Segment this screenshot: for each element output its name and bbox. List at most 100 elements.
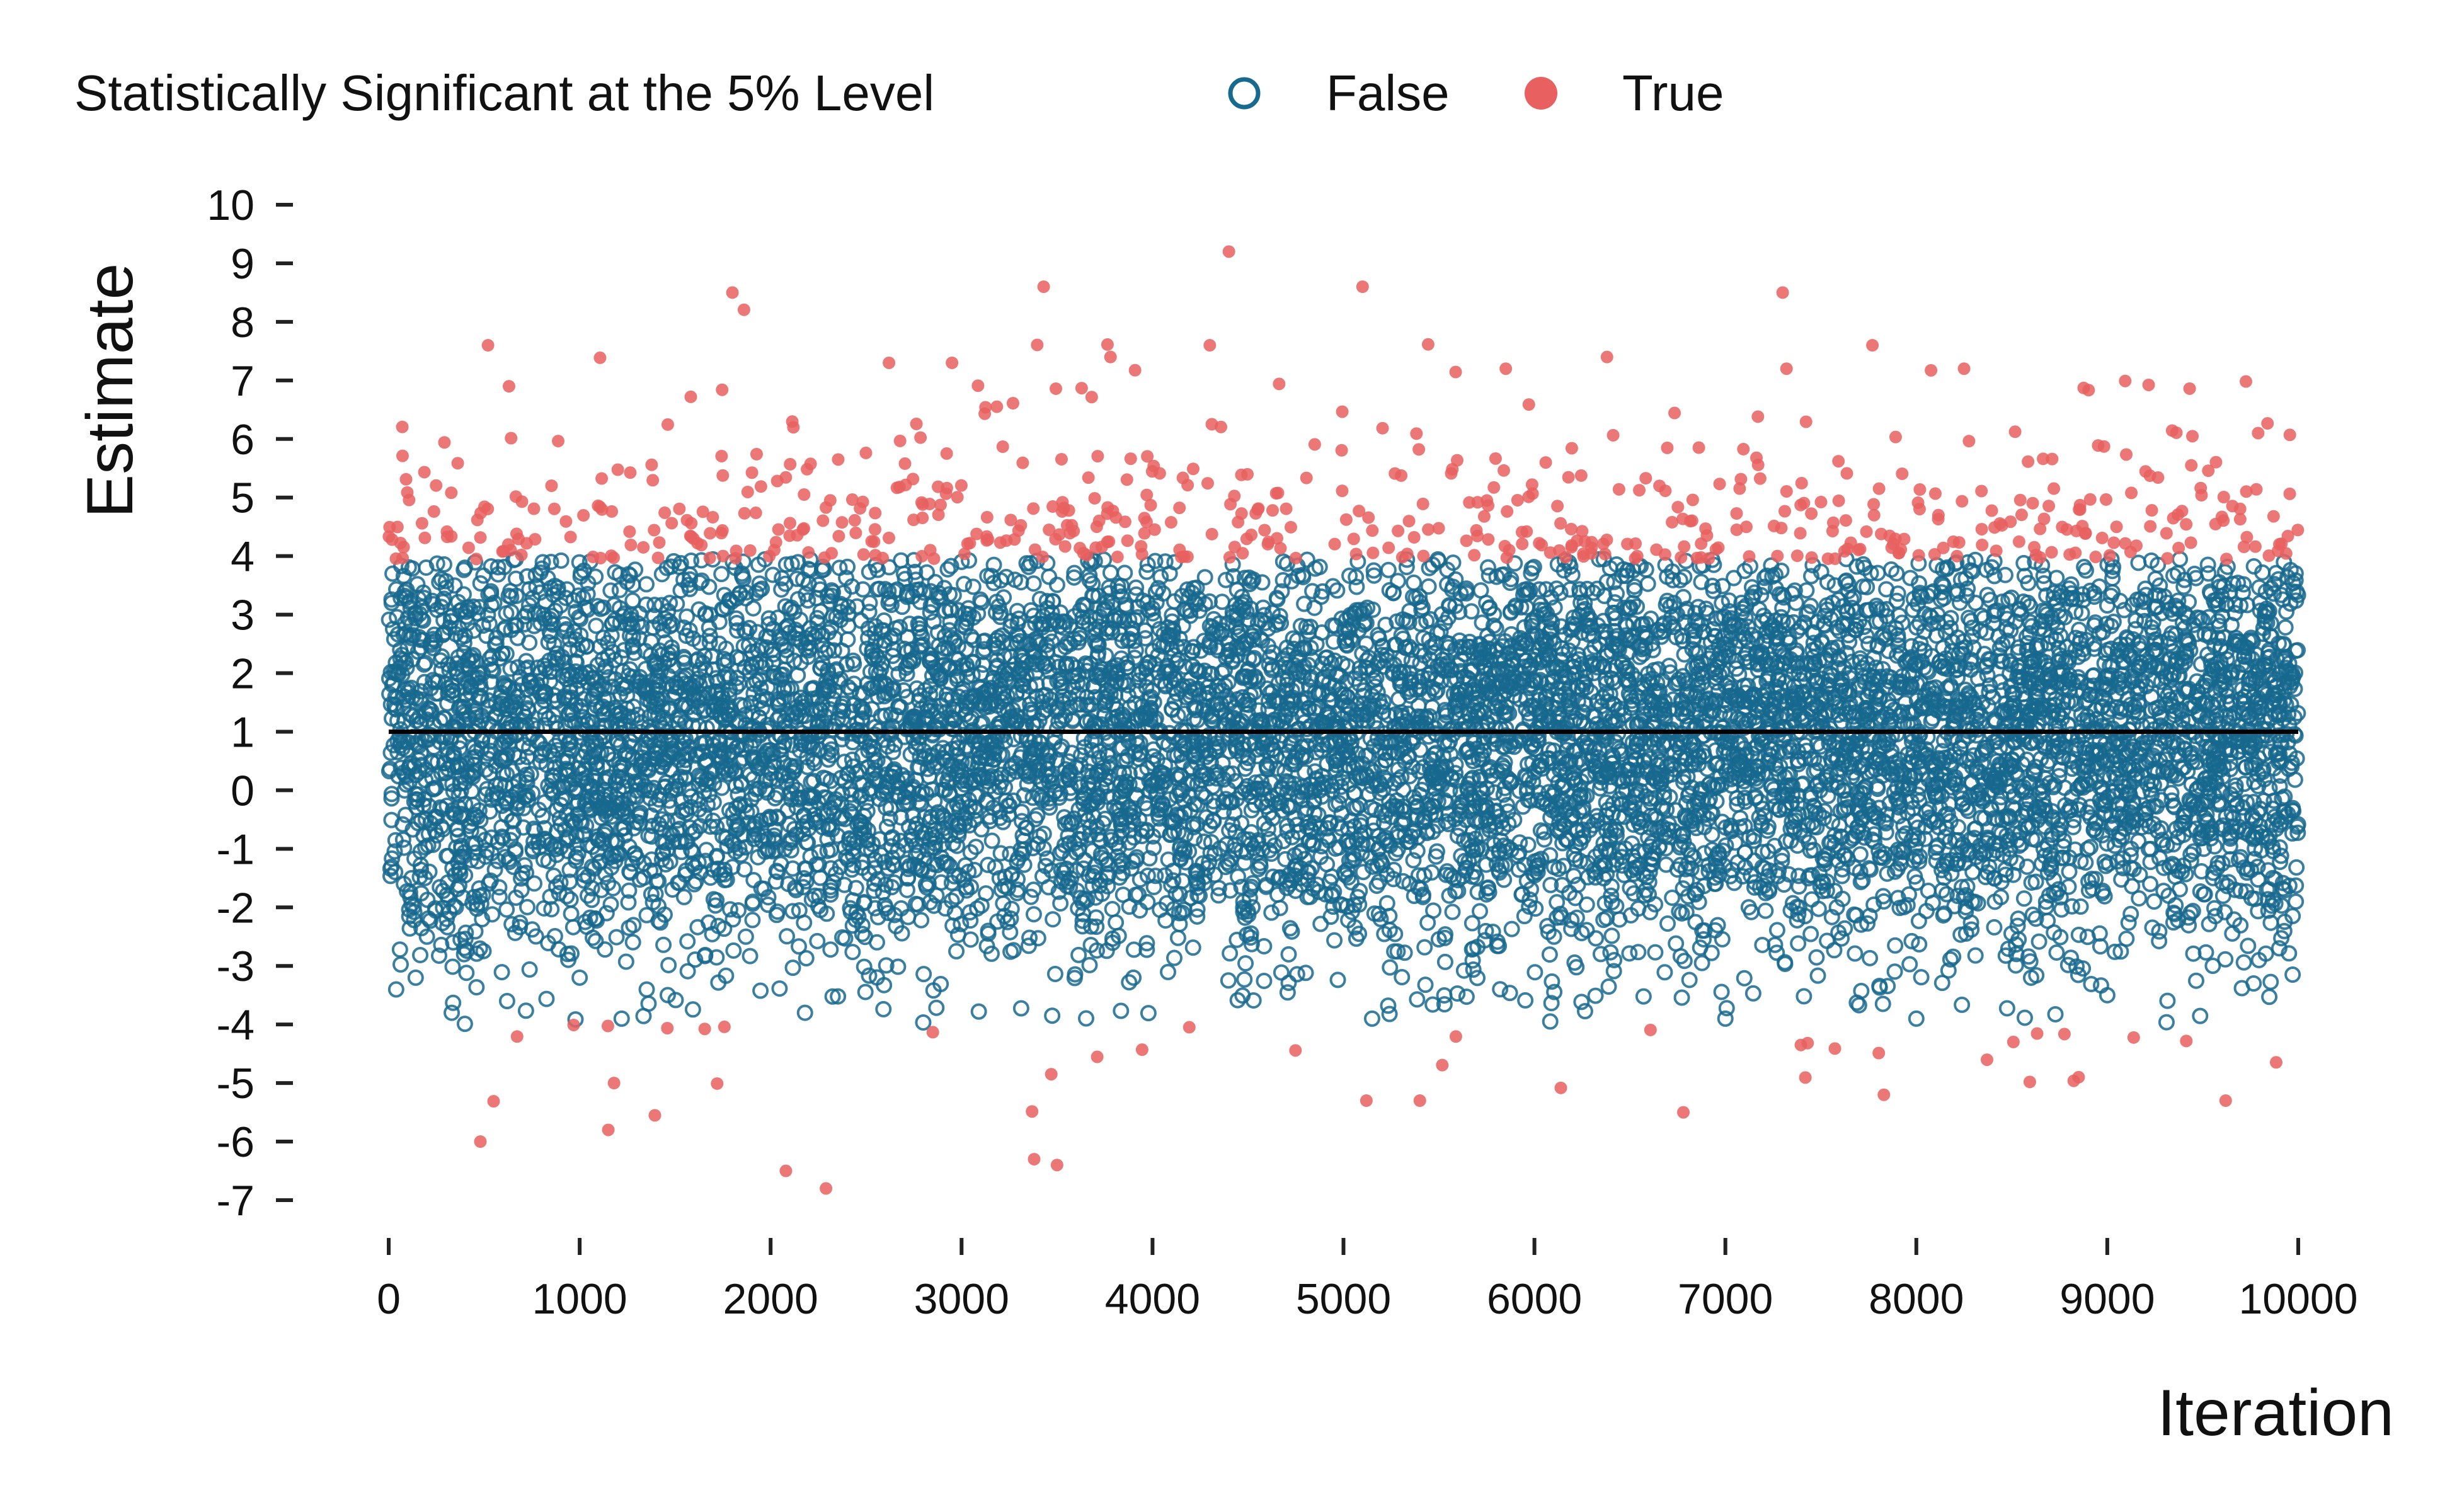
y-tick-label: -3 (217, 942, 255, 990)
data-point-false (381, 611, 398, 628)
data-point-false (2061, 863, 2078, 880)
data-point-false (1945, 948, 1962, 965)
data-point-false (919, 564, 936, 581)
data-point-false (2116, 602, 2133, 619)
data-point-false (1606, 951, 1623, 968)
data-point-false (2224, 925, 2241, 942)
data-point-false (1479, 559, 1496, 576)
data-point-false (789, 667, 806, 684)
legend-true-marker (1525, 77, 1557, 110)
data-point-false (1998, 1000, 2015, 1017)
data-point-false (1048, 576, 1065, 593)
data-point-false (2028, 967, 2045, 984)
data-point-false (1544, 973, 1561, 990)
data-point-false (1828, 899, 1845, 916)
data-point-false (517, 1002, 534, 1019)
data-point-false (1169, 929, 1186, 946)
data-point-false (660, 956, 677, 973)
data-point-false (640, 995, 657, 1012)
y-tick-label: -7 (217, 1177, 255, 1225)
data-point-false (444, 958, 461, 975)
data-point-false (1341, 567, 1358, 584)
data-point-false (2264, 816, 2281, 833)
data-point-false (1542, 1013, 1559, 1030)
data-point-false (2175, 578, 2192, 595)
data-point-false (502, 660, 519, 677)
data-point-false (1452, 721, 1469, 738)
y-tick-label: -6 (217, 1118, 255, 1166)
data-point-false (1297, 965, 1314, 982)
data-point-false (1647, 944, 1664, 961)
data-point-false (1230, 868, 1247, 885)
data-point-false (407, 969, 424, 986)
data-point-false (1526, 964, 1544, 981)
data-point-false (1113, 1002, 1130, 1019)
data-point-false (962, 844, 979, 861)
data-point-false (1140, 1005, 1157, 1022)
data-point-false (2217, 951, 2234, 968)
data-point-false (1859, 915, 1876, 932)
data-point-false (2277, 619, 2294, 636)
data-point-false (588, 617, 605, 634)
data-point-false (491, 888, 508, 905)
data-point-false (713, 566, 730, 583)
y-tick-label: 1 (231, 708, 255, 756)
data-point-false (2083, 975, 2100, 992)
data-point-false (784, 959, 801, 976)
data-point-false (498, 901, 515, 918)
data-point-false (1664, 889, 1681, 906)
data-point-false (1222, 945, 1239, 962)
data-point-false (392, 956, 410, 973)
data-point-false (1463, 603, 1480, 620)
x-tick-label: 0 (377, 1275, 401, 1323)
data-point-false (1332, 778, 1349, 795)
data-point-false (1160, 963, 1177, 980)
data-point-false (809, 932, 826, 949)
data-point-false (1517, 992, 1534, 1009)
data-point-false (1484, 924, 1501, 941)
data-point-false (1280, 946, 1297, 963)
data-point-false (744, 912, 761, 929)
legend-false-marker (1228, 77, 1261, 110)
data-point-false (771, 980, 788, 997)
data-point-false (2204, 958, 2221, 975)
data-point-false (962, 931, 979, 948)
y-tick-label: -1 (217, 825, 255, 873)
data-point-false (563, 905, 580, 922)
data-point-false (1147, 553, 1164, 570)
data-point-false (915, 966, 932, 983)
data-point-false (1465, 961, 1482, 978)
data-point-false (2199, 556, 2216, 573)
data-point-false (1455, 962, 1472, 979)
data-point-false (965, 578, 982, 595)
data-point-false (1229, 992, 1246, 1009)
data-point-false (1847, 945, 1864, 962)
y-tick-label: 0 (231, 767, 255, 815)
data-point-false (2193, 863, 2210, 880)
data-point-false (2192, 1007, 2209, 1024)
series-false-points (381, 551, 2306, 1033)
data-point-false (752, 982, 769, 999)
data-point-false (2130, 554, 2147, 571)
y-tick-label: 6 (231, 416, 255, 464)
x-tick-label: 1000 (532, 1275, 627, 1323)
data-point-false (1394, 969, 1411, 986)
data-point-false (861, 967, 878, 984)
y-tick-label: 9 (231, 240, 255, 288)
data-point-false (939, 561, 956, 578)
data-point-false (1796, 988, 1813, 1005)
data-point-false (2262, 973, 2279, 990)
data-point-false (1630, 944, 1647, 961)
data-point-false (1348, 578, 1365, 595)
x-axis: 0 1000 2000 3000 4000 5000 6000 7000 8000 9000 100… (377, 1238, 2358, 1323)
data-point-false (1954, 996, 1971, 1013)
data-point-false (435, 556, 452, 573)
data-point-false (1959, 878, 1976, 895)
data-point-false (1417, 976, 1434, 994)
x-axis-title: Iteration (2157, 1377, 2394, 1450)
legend-true-label: True (1622, 65, 1724, 121)
data-point-false (2100, 855, 2117, 872)
data-point-false (1886, 963, 1903, 980)
data-point-false (1492, 981, 1509, 998)
data-point-false (1808, 949, 1825, 966)
